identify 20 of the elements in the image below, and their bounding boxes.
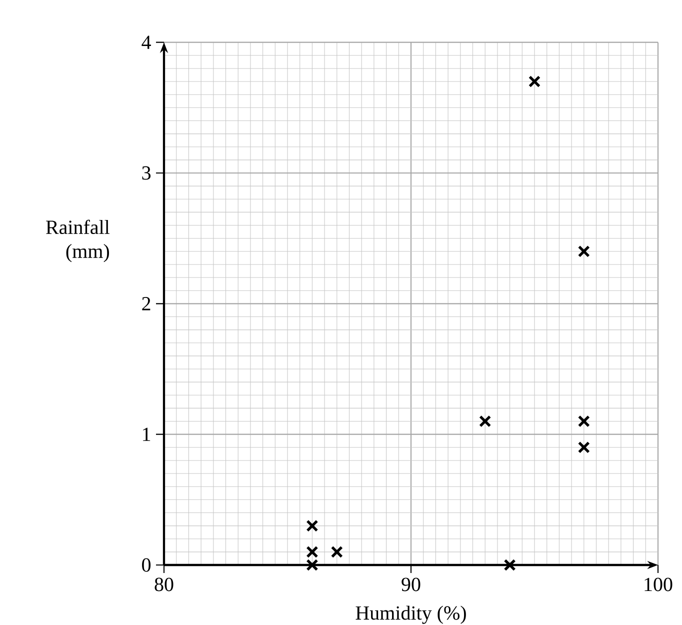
point [578, 441, 590, 454]
x-axis-title: Humidity (%) [356, 606, 466, 624]
x-tick-label: 90 [402, 578, 420, 592]
y-tick-label: 0 [142, 558, 151, 572]
y-tick-label: 4 [142, 36, 151, 49]
point [306, 520, 318, 532]
point [330, 546, 343, 558]
point [479, 415, 492, 428]
point [578, 415, 590, 428]
point [578, 245, 590, 258]
point [528, 75, 541, 88]
point [306, 558, 318, 572]
x-tick-label: 80 [154, 578, 174, 592]
point [306, 546, 318, 558]
y-axis-title: Rainfall (mm) [46, 220, 110, 262]
point [504, 558, 516, 572]
y-tick-label: 3 [142, 166, 151, 180]
y-tick-label: 2 [142, 297, 150, 310]
y-tick-label: 1 [143, 428, 150, 441]
x-tick-label: 100 [644, 578, 672, 592]
